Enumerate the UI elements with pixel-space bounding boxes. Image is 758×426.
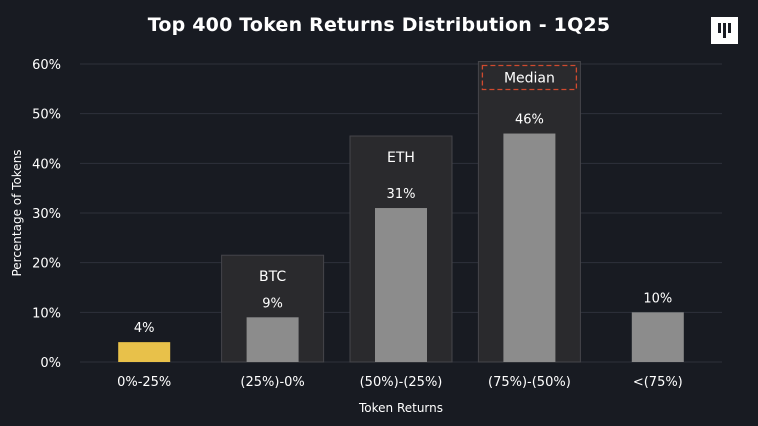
bar (246, 317, 299, 362)
x-tick-label: (50%)-(25%) (360, 375, 443, 390)
data-label: 46% (515, 113, 544, 128)
annotation-label-btc: BTC (259, 269, 286, 285)
bar (631, 312, 684, 362)
pantera-logo-icon (711, 17, 738, 44)
annotation-label-median: Median (504, 71, 555, 87)
x-tick-label: (75%)-(50%) (488, 375, 571, 390)
x-tick-label: 0%-25% (117, 375, 171, 390)
data-label: 31% (387, 187, 416, 202)
labels: 0% 10% 20% 30% 40% 50% 60% BTC ETH Median 4% 0%-25%… (10, 58, 683, 415)
y-tick-label: 50% (32, 108, 61, 123)
y-tick-label: 30% (32, 207, 61, 222)
y-tick-label: 40% (32, 157, 61, 172)
bar (118, 342, 171, 362)
bar (375, 208, 427, 362)
x-axis-title: Token Returns (358, 401, 443, 415)
x-tick-label: (25%)-0% (240, 375, 304, 390)
y-tick-label: 60% (32, 58, 61, 73)
bars (118, 133, 684, 362)
median-highlight-box (481, 64, 578, 91)
y-tick-label: 10% (32, 306, 61, 321)
x-tick-label: <(75%) (633, 375, 683, 390)
data-label: 4% (134, 321, 155, 336)
chart-title: Top 400 Token Returns Distribution - 1Q2… (147, 14, 611, 36)
annotation-label-eth: ETH (387, 150, 415, 166)
y-axis-title: Percentage of Tokens (10, 149, 24, 276)
data-label: 10% (643, 291, 672, 306)
bar (503, 133, 556, 362)
y-tick-label: 20% (32, 257, 61, 272)
data-label: 9% (262, 296, 283, 311)
y-tick-label: 0% (40, 356, 61, 371)
